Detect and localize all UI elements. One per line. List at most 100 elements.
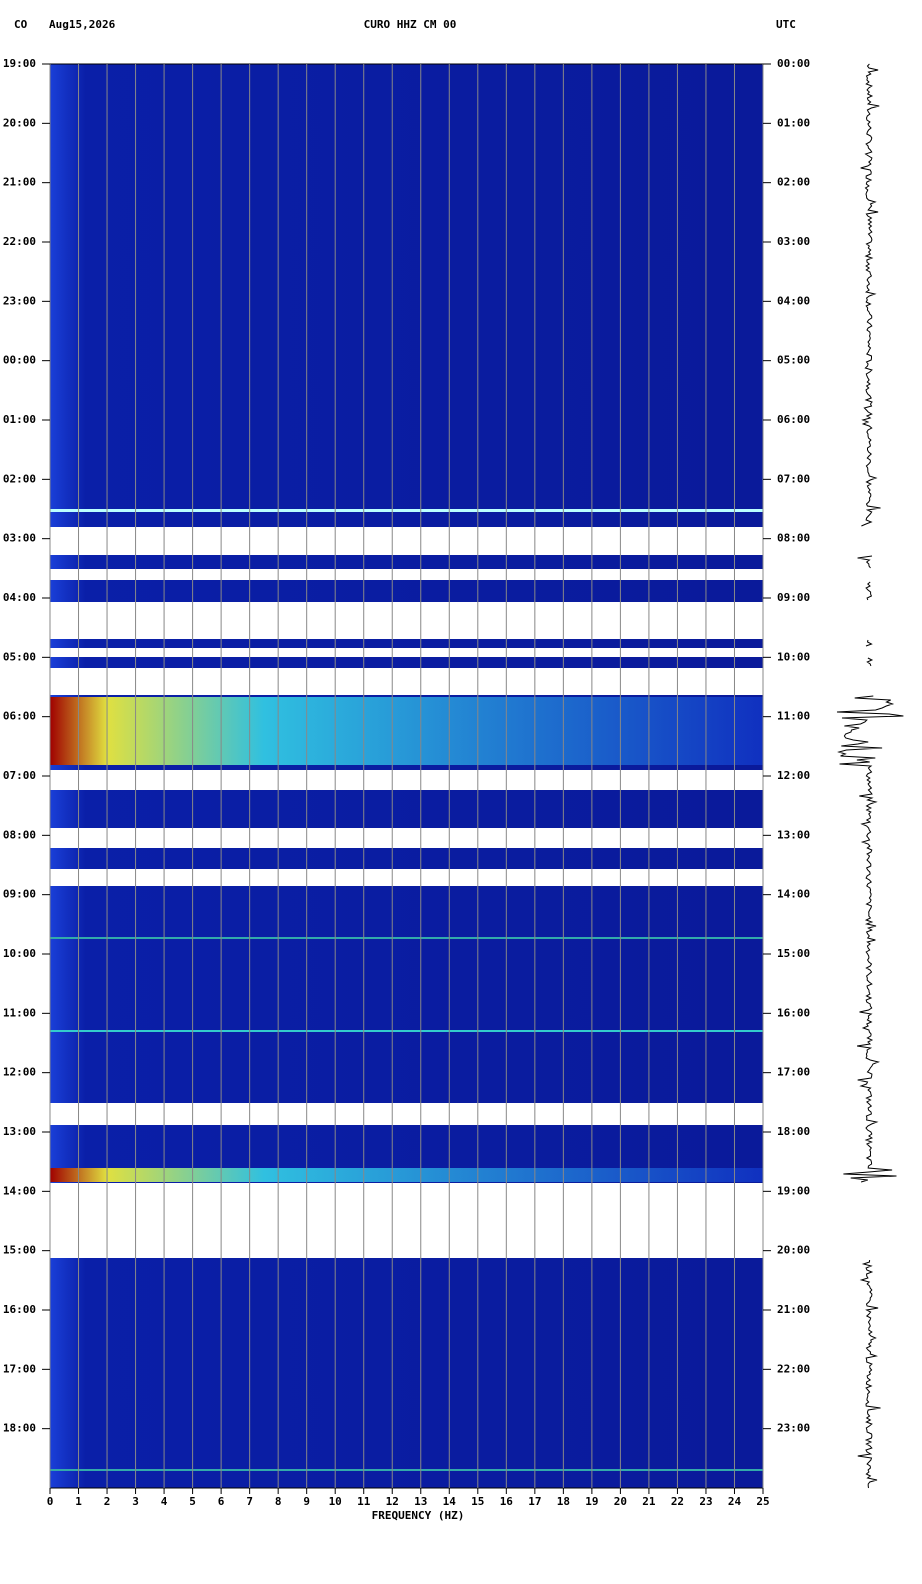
chart-title: CURO HHZ CM 00 <box>364 18 457 31</box>
y2-tick-label: 23:00 <box>777 1422 810 1435</box>
y-tick-label: 17:00 <box>3 1362 36 1375</box>
y2-tick-label: 18:00 <box>777 1125 810 1138</box>
y-tick-label: 04:00 <box>3 591 36 604</box>
spectral-line <box>50 937 763 939</box>
y2-tick-label: 14:00 <box>777 888 810 901</box>
y-tick-label: 03:00 <box>3 532 36 545</box>
x-tick-label: 22 <box>671 1495 684 1508</box>
data-gap <box>50 668 763 695</box>
x-tick-label: 24 <box>728 1495 742 1508</box>
seismogram <box>836 63 904 1489</box>
x-tick-label: 14 <box>443 1495 457 1508</box>
y-tick-label: 11:00 <box>3 1006 36 1019</box>
x-tick-label: 9 <box>303 1495 310 1508</box>
data-gap <box>50 1103 763 1125</box>
y2-tick-label: 00:00 <box>777 57 810 70</box>
x-tick-label: 6 <box>218 1495 225 1508</box>
y2-tick-label: 04:00 <box>777 294 810 307</box>
x-axis-label: FREQUENCY (HZ) <box>372 1509 465 1522</box>
y2-tick-label: 02:00 <box>777 176 810 189</box>
y-tick-label: 16:00 <box>3 1303 36 1316</box>
y2-tick-label: 09:00 <box>777 591 810 604</box>
y-tick-label: 15:00 <box>3 1244 36 1257</box>
data-gap <box>50 869 763 886</box>
x-tick-label: 18 <box>557 1495 570 1508</box>
timezone: UTC <box>776 18 796 31</box>
y2-tick-label: 15:00 <box>777 947 810 960</box>
y2-tick-label: 21:00 <box>777 1303 810 1316</box>
data-gap <box>50 527 763 555</box>
y-tick-label: 14:00 <box>3 1184 36 1197</box>
x-tick-label: 12 <box>386 1495 399 1508</box>
y2-tick-label: 17:00 <box>777 1066 810 1079</box>
y2-tick-label: 08:00 <box>777 532 810 545</box>
y2-tick-label: 01:00 <box>777 116 810 129</box>
x-tick-label: 10 <box>329 1495 342 1508</box>
x-tick-label: 11 <box>357 1495 371 1508</box>
noise-band <box>50 697 763 765</box>
spectral-line <box>50 1469 763 1471</box>
y-tick-label: 12:00 <box>3 1066 36 1079</box>
data-gap <box>50 602 763 639</box>
x-tick-label: 13 <box>414 1495 427 1508</box>
y-tick-label: 13:00 <box>3 1125 36 1138</box>
y2-tick-label: 11:00 <box>777 710 810 723</box>
x-tick-label: 17 <box>528 1495 541 1508</box>
x-tick-label: 7 <box>246 1495 253 1508</box>
date: Aug15,2026 <box>49 18 116 31</box>
y-tick-label: 21:00 <box>3 176 36 189</box>
x-tick-label: 5 <box>189 1495 196 1508</box>
data-gap <box>50 770 763 790</box>
spectral-line <box>50 1030 763 1032</box>
trace-line <box>836 63 904 1489</box>
y2-tick-label: 06:00 <box>777 413 810 426</box>
x-tick-label: 21 <box>642 1495 656 1508</box>
y2-tick-label: 20:00 <box>777 1244 810 1257</box>
y-tick-label: 02:00 <box>3 472 36 485</box>
y-tick-label: 01:00 <box>3 413 36 426</box>
data-gap <box>50 569 763 580</box>
y-tick-label: 08:00 <box>3 828 36 841</box>
x-tick-label: 19 <box>585 1495 598 1508</box>
y2-tick-label: 12:00 <box>777 769 810 782</box>
y-tick-label: 10:00 <box>3 947 36 960</box>
y2-tick-label: 10:00 <box>777 650 810 663</box>
y2-tick-label: 03:00 <box>777 235 810 248</box>
data-gap <box>50 1183 763 1258</box>
y-tick-label: 09:00 <box>3 888 36 901</box>
x-tick-label: 23 <box>699 1495 712 1508</box>
y-tick-label: 05:00 <box>3 650 36 663</box>
y-tick-label: 00:00 <box>3 354 36 367</box>
x-tick-label: 0 <box>47 1495 54 1508</box>
y-tick-label: 20:00 <box>3 116 36 129</box>
x-tick-label: 15 <box>471 1495 484 1508</box>
grid <box>42 63 771 1494</box>
data-gap <box>50 648 763 657</box>
y-tick-label: 23:00 <box>3 294 36 307</box>
y-tick-label: 07:00 <box>3 769 36 782</box>
spectral-line <box>50 509 763 512</box>
x-tick-label: 16 <box>500 1495 514 1508</box>
y-tick-label: 22:00 <box>3 235 36 248</box>
y2-tick-label: 13:00 <box>777 828 810 841</box>
data-gap <box>50 828 763 848</box>
y-tick-label: 19:00 <box>3 57 36 70</box>
x-tick-label: 2 <box>104 1495 111 1508</box>
x-tick-label: 3 <box>132 1495 139 1508</box>
y2-tick-label: 07:00 <box>777 472 810 485</box>
x-tick-label: 20 <box>614 1495 627 1508</box>
x-tick-label: 8 <box>275 1495 282 1508</box>
y2-tick-label: 05:00 <box>777 354 810 367</box>
network: CO <box>14 18 28 31</box>
y-tick-label: 06:00 <box>3 710 36 723</box>
noise-band <box>50 1168 763 1182</box>
spectrogram <box>50 64 763 1488</box>
x-tick-label: 25 <box>756 1495 769 1508</box>
y2-tick-label: 16:00 <box>777 1006 810 1019</box>
y2-tick-label: 19:00 <box>777 1184 810 1197</box>
y-tick-label: 18:00 <box>3 1422 36 1435</box>
x-tick-label: 4 <box>161 1495 168 1508</box>
x-tick-label: 1 <box>75 1495 82 1508</box>
